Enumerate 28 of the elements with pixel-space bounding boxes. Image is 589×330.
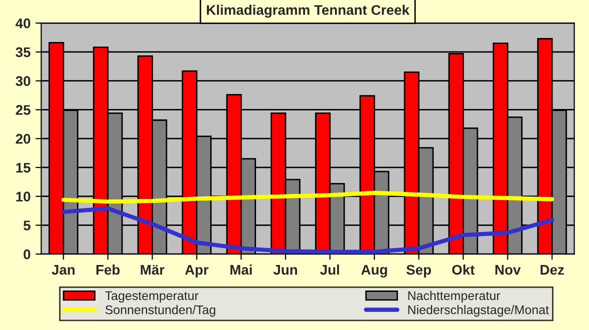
x-tick-label: Mär <box>140 264 164 275</box>
x-tick-label: Apr <box>185 265 208 278</box>
x-tick-label: Dez <box>540 265 564 275</box>
y-tick-label: 35 <box>16 47 30 58</box>
line-series <box>61 190 554 204</box>
y-tick-label: 30 <box>16 76 30 86</box>
y-tick-label: 40 <box>16 18 30 28</box>
x-tick-label: Okt <box>452 264 475 275</box>
legend-label: Sonnenstunden/Tag <box>105 305 216 317</box>
chart-title: Klimadiagramm Tennant Creek <box>206 4 410 18</box>
x-tick-label: Feb <box>96 264 120 275</box>
x-tick-label: Nov <box>495 265 521 275</box>
legend-label: Nachttemperatur <box>408 290 500 303</box>
y-tick-label: 20 <box>16 134 30 144</box>
y-tick-label: 0 <box>24 249 30 260</box>
legend-label: Niederschlagstage/Monat <box>408 305 549 317</box>
y-tick-label: 15 <box>16 162 30 173</box>
x-tick-label: Jan <box>52 265 75 275</box>
line-series <box>61 206 554 254</box>
x-tick-label: Sep <box>406 264 431 278</box>
y-tick-label: 5 <box>24 220 30 230</box>
y-tick-label: 25 <box>16 105 30 115</box>
x-tick-label: Jun <box>273 265 298 275</box>
x-tick-label: Mai <box>230 264 252 275</box>
x-tick-label: Aug <box>361 264 387 278</box>
y-tick-label: 10 <box>16 192 30 202</box>
x-tick-label: Jul <box>320 264 340 275</box>
legend-label: Tagestemperatur <box>105 291 198 303</box>
